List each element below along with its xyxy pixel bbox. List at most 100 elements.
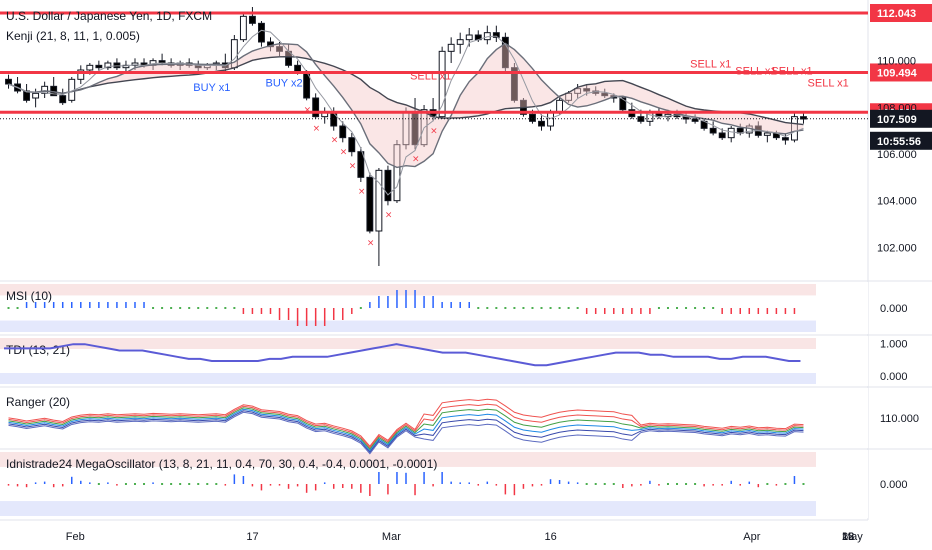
candle-body	[41, 85, 49, 94]
x-tick-label: Mar	[382, 531, 401, 543]
price-tick-label: 106.000	[877, 149, 917, 161]
price-tag-label: 112.043	[877, 8, 916, 20]
price-tag-bg	[870, 3, 932, 22]
candle-body	[691, 118, 699, 122]
candle-body	[104, 62, 112, 69]
price-tick-label: 108.000	[877, 102, 917, 114]
osc-dot	[133, 483, 136, 485]
candle-body	[492, 32, 500, 38]
candle-body	[800, 116, 807, 120]
cross-marker: ×	[331, 136, 339, 146]
msi-dot	[224, 307, 227, 309]
candle-body	[501, 36, 509, 69]
axis-ticks-group: 110.000 108.000 106.000 104.000 102.000	[877, 56, 917, 255]
x-tick-label: 13	[842, 531, 854, 543]
x-tick-label: 17	[246, 531, 258, 543]
osc-dot	[197, 483, 200, 485]
signal-label: SELL x1	[690, 59, 731, 71]
candle-body	[86, 64, 94, 71]
signal-label: BUY x1	[193, 82, 230, 94]
osc-dot	[612, 483, 615, 485]
ranger-band	[8, 398, 804, 447]
osc-dot	[97, 483, 100, 485]
msi-dot	[522, 307, 525, 309]
msi-dot	[161, 307, 164, 309]
cross-marker: ×	[385, 210, 393, 220]
msi-dot	[504, 307, 507, 309]
msi-dot	[359, 307, 362, 309]
candle-body	[583, 88, 591, 92]
osc-dot	[188, 483, 191, 485]
osc-dot	[143, 483, 146, 485]
msi-dot	[540, 307, 543, 309]
msi-dot	[513, 307, 516, 309]
candle-body	[375, 169, 383, 232]
msi-dot	[495, 307, 498, 309]
panel-tick-label: 0.000	[880, 479, 908, 491]
msi-dot	[576, 307, 579, 309]
signal-label: BUY x2	[266, 77, 303, 89]
msi-dot	[188, 307, 191, 309]
panel-upper-band	[0, 452, 816, 467]
msi-dot	[215, 307, 218, 309]
panel-label: Idnistrade24 MegaOscillator (13, 8, 21, …	[6, 457, 437, 471]
candle-body	[763, 132, 771, 136]
msi-dot	[657, 307, 660, 309]
panel-lower-band	[0, 373, 816, 384]
msi-dot	[666, 307, 669, 309]
candle-body	[619, 97, 627, 111]
candle-body	[574, 88, 582, 94]
msi-dot	[16, 307, 19, 309]
candle-body	[248, 15, 256, 24]
msi-dot	[703, 307, 706, 309]
cross-marker: ×	[367, 238, 375, 248]
msi-dot	[685, 307, 688, 309]
msi-dot	[712, 307, 715, 309]
candle-body	[77, 69, 85, 80]
x-tick-label: 18	[842, 531, 854, 543]
candles-group	[5, 7, 807, 266]
osc-dot	[694, 483, 697, 485]
candle-body	[709, 127, 717, 134]
cross-marker: ×	[313, 124, 321, 134]
main-pane-bg	[0, 0, 868, 280]
osc-dot	[802, 483, 805, 485]
msi-dot	[549, 307, 552, 309]
cross-marker: ×	[412, 154, 420, 164]
panel-label: MSI (10)	[6, 289, 52, 303]
candle-body	[727, 127, 735, 139]
ranger-band	[8, 411, 804, 455]
candle-body	[5, 78, 12, 85]
candle-body	[339, 125, 347, 139]
kenji-label: Kenji (21, 8, 11, 1, 0.005)	[6, 29, 140, 43]
msi-dot	[197, 307, 200, 309]
candle-body	[456, 39, 464, 45]
candle-body	[465, 34, 473, 41]
osc-dot	[676, 483, 679, 485]
msi-dot	[567, 307, 570, 309]
candle-body	[95, 64, 103, 69]
price-tick-label: 104.000	[877, 196, 917, 208]
candle-body	[529, 113, 536, 122]
osc-dot	[170, 483, 173, 485]
candle-body	[538, 120, 545, 127]
ranger-band	[8, 407, 804, 450]
ma-line-4	[8, 29, 804, 196]
candle-body	[438, 50, 446, 118]
ranger-band	[8, 403, 804, 449]
candle-body	[131, 62, 139, 66]
price-tag-bg	[870, 63, 932, 82]
candle-body	[556, 99, 564, 113]
price-tag-bg	[870, 109, 932, 128]
cross-marker: ×	[304, 105, 312, 115]
candle-body	[637, 116, 645, 122]
candle-body	[32, 92, 40, 99]
osc-dot	[666, 483, 669, 485]
x-tick-label: Apr	[743, 531, 760, 543]
candle-body	[565, 92, 573, 101]
price-tag-label: 109.494	[877, 67, 918, 79]
x-tick-label: 16	[545, 531, 557, 543]
osc-dot	[215, 483, 218, 485]
